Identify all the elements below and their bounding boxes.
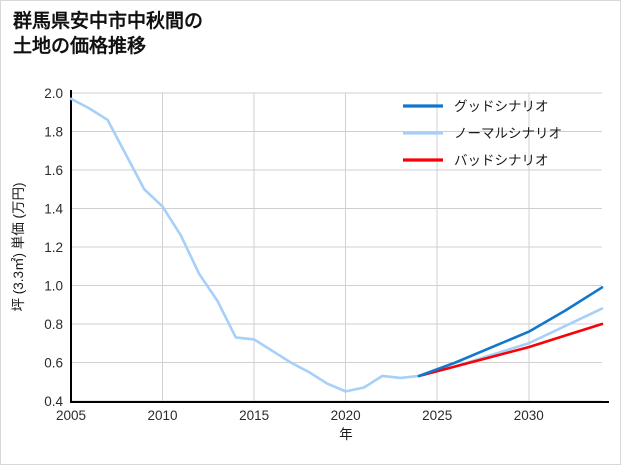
y-axis-title: 坪 (3.3㎡) 単価 (万円) xyxy=(11,182,26,311)
series-line-グッドシナリオ xyxy=(417,286,604,378)
x-tick-label: 2015 xyxy=(239,408,269,423)
legend-label-2: バッドシナリオ xyxy=(454,153,549,168)
x-tick-label: 2005 xyxy=(56,408,86,423)
x-axis-tick-labels: 2005 2010 2015 2020 2025 2030 xyxy=(56,408,544,423)
y-tick-label: 1.2 xyxy=(44,240,63,255)
y-tick-label: 0.6 xyxy=(44,356,63,371)
x-tick-label: 2030 xyxy=(514,408,544,423)
page-title: 群馬県安中市中秋間の 土地の価格推移 xyxy=(13,11,204,58)
y-tick-label: 1.6 xyxy=(44,163,63,178)
legend-label-1: ノーマルシナリオ xyxy=(454,126,562,141)
x-tick-label: 2020 xyxy=(331,408,361,423)
y-tick-label: 0.4 xyxy=(44,394,63,409)
axis-spines xyxy=(69,90,609,404)
data-series-layer xyxy=(69,97,604,393)
y-tick-label: 1.0 xyxy=(44,279,63,294)
series-line-バッドシナリオ xyxy=(417,322,604,378)
y-tick-label: 0.8 xyxy=(44,317,63,332)
y-axis-tick-labels: 0.4 0.6 0.8 1.0 1.2 1.4 1.6 1.8 2.0 xyxy=(44,86,63,409)
y-tick-label: 2.0 xyxy=(44,86,63,101)
y-tick-label: 1.8 xyxy=(44,125,63,140)
x-axis-title: 年 xyxy=(339,427,353,442)
x-tick-label: 2010 xyxy=(148,408,178,423)
legend-label-0: グッドシナリオ xyxy=(454,99,549,114)
y-tick-label: 1.4 xyxy=(44,202,63,217)
x-tick-label: 2025 xyxy=(422,408,452,423)
